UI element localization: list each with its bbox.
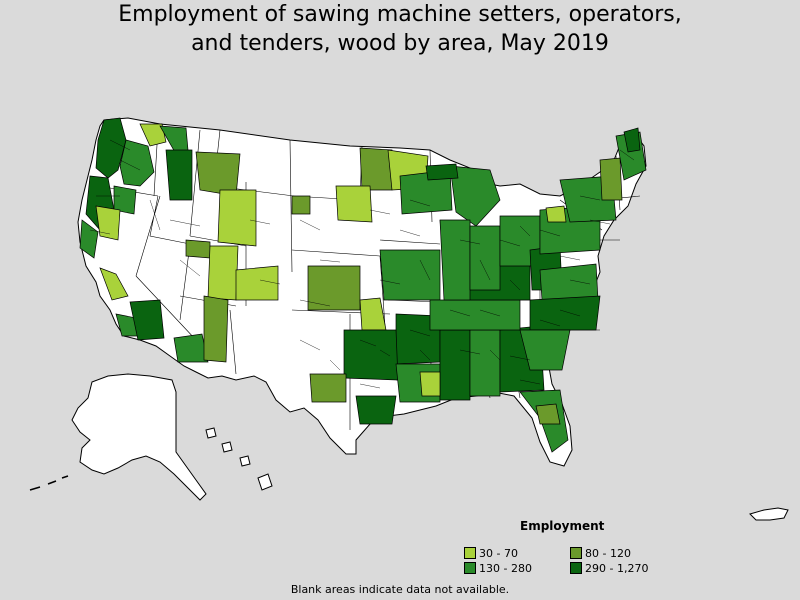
region-mi	[449, 165, 501, 227]
region-wy	[217, 189, 257, 247]
region-va	[539, 263, 599, 301]
alaska-mainland	[71, 373, 207, 501]
region-me-north	[623, 127, 641, 153]
region-in	[469, 225, 501, 291]
legend-item-4: 290 - 1,270	[570, 562, 648, 575]
region-mt-west	[195, 151, 241, 197]
region-id-central	[165, 149, 193, 201]
puerto-rico	[749, 507, 789, 521]
region-tx-central	[309, 373, 347, 403]
region-vt-nh	[599, 157, 623, 201]
legend-item-3: 130 - 280	[464, 562, 532, 575]
title-line-1: Employment of sawing machine setters, op…	[118, 2, 682, 27]
footnote: Blank areas indicate data not available.	[290, 583, 510, 596]
region-ny-west	[545, 205, 567, 223]
region-wa-east	[139, 123, 167, 147]
region-nc	[529, 295, 601, 331]
region-co-central	[235, 265, 279, 301]
region-nm-west	[203, 295, 229, 363]
region-ks	[307, 265, 361, 311]
region-az-south	[173, 333, 209, 363]
region-ia-north	[335, 185, 373, 223]
region-mi-upper	[425, 163, 459, 181]
county-detail	[89, 139, 635, 389]
legend-swatch-4	[570, 562, 582, 574]
hawaii	[205, 427, 273, 491]
region-sd-east	[291, 195, 311, 215]
region-fl-central	[535, 403, 561, 425]
region-mn-north	[359, 147, 393, 191]
map-title: Employment of sawing machine setters, op…	[0, 0, 800, 58]
region-wa-coast	[95, 117, 127, 179]
region-tx-houston	[355, 395, 397, 425]
region-co-west	[207, 245, 239, 301]
title-line-2: and tenders, wood by area, May 2019	[191, 31, 609, 56]
legend-swatch-2	[570, 547, 582, 559]
region-wa-central	[119, 139, 155, 187]
region-al	[469, 329, 501, 397]
employment-regions	[79, 117, 647, 453]
legend-label-1: 30 - 70	[479, 547, 518, 560]
region-or-central	[113, 185, 137, 215]
region-ms	[439, 329, 471, 401]
region-ca-norcal	[95, 205, 121, 241]
legend-title: Employment	[520, 519, 605, 533]
legend-label-4: 290 - 1,270	[585, 562, 649, 575]
region-sc	[519, 329, 571, 371]
legend-label-2: 80 - 120	[585, 547, 631, 560]
region-tx-east	[343, 329, 399, 381]
legend-item-2: 80 - 120	[570, 547, 631, 560]
region-ut-north	[185, 239, 211, 259]
aleutian-islands	[29, 475, 69, 491]
region-il	[439, 219, 471, 301]
region-ky-west	[419, 371, 441, 397]
region-tn	[429, 299, 521, 331]
region-ca-sierra	[99, 267, 129, 301]
legend-item-1: 30 - 70	[464, 547, 518, 560]
region-ca-north	[79, 219, 99, 259]
legend-swatch-1	[464, 547, 476, 559]
legend-swatch-3	[464, 562, 476, 574]
region-mo	[379, 249, 441, 301]
region-az-phoenix	[129, 299, 165, 341]
alaska	[29, 373, 207, 501]
legend-label-3: 130 - 280	[479, 562, 532, 575]
